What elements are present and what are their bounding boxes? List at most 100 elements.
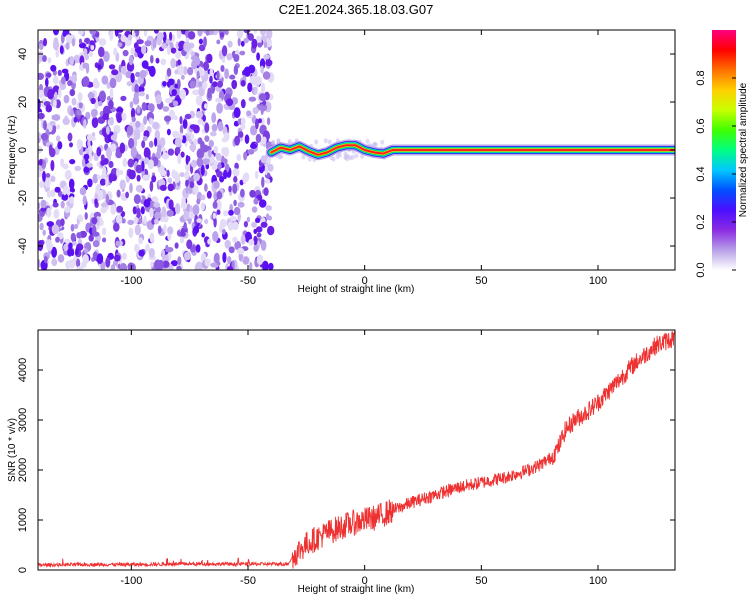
spectrogram-noise-blob — [92, 173, 99, 184]
spectrogram-noise-blob — [260, 221, 268, 228]
spectrogram-noise-blob — [102, 166, 107, 177]
spectrogram-noise-blob — [240, 117, 246, 126]
spectrogram-noise — [38, 30, 392, 270]
spectrogram-noise-blob — [243, 151, 248, 161]
spectrogram-noise-blob — [193, 225, 200, 234]
spectrogram-noise-blob — [99, 178, 106, 186]
spectrogram-noise-blob — [168, 199, 174, 210]
spectrogram-noise-blob — [209, 131, 217, 137]
spectrogram-noise-blob — [207, 87, 212, 99]
spectrogram-noise-blob — [83, 119, 87, 129]
spectrogram-noise-blob — [45, 239, 52, 246]
spectrogram-noise-blob — [68, 178, 75, 190]
spectrogram-noise-blob — [87, 139, 91, 148]
spectrogram-noise-blob — [101, 75, 109, 85]
spectrogram-noise-blob — [216, 39, 221, 45]
spectrogram-noise-blob — [184, 113, 192, 120]
spectrogram-noise-blob — [186, 239, 193, 250]
spectrogram-noise-blob — [105, 193, 110, 204]
spectrogram-noise-blob — [219, 175, 225, 183]
spectrogram-noise-blob — [77, 92, 83, 102]
spectrogram-noise-blob — [156, 32, 164, 40]
spectrogram-noise-blob — [253, 30, 258, 34]
spectrogram-noise-blob — [147, 159, 154, 170]
spectrogram-noise-blob — [155, 57, 160, 64]
spectrogram-noise-blob — [160, 58, 167, 66]
spectrogram-noise-blob — [229, 203, 234, 212]
spectrogram-noise-blob — [211, 164, 218, 171]
spectrogram-noise-blob — [223, 146, 230, 158]
spectrogram-noise-blob — [196, 218, 202, 224]
spectrogram-noise-blob — [116, 167, 120, 178]
spectrogram-noise-blob — [159, 184, 167, 191]
spectrogram-noise-blob — [91, 225, 97, 237]
spectrogram-noise-blob — [173, 115, 178, 121]
spectrogram-noise-blob — [181, 197, 186, 204]
spectrogram-noise-blob — [134, 83, 140, 94]
spectrogram-noise-blob — [255, 217, 261, 223]
spectrogram-noise-blob — [69, 108, 74, 117]
spectrogram-y-tick-label: 40 — [17, 48, 29, 60]
spectrogram-noise-blob — [115, 150, 123, 159]
spectrogram-speckle — [343, 155, 348, 161]
spectrogram-noise-blob — [197, 118, 204, 125]
snr-x-label: Height of straight line (km) — [298, 584, 415, 595]
spectrogram-noise-blob — [40, 206, 47, 212]
spectrogram-noise-blob — [114, 254, 121, 262]
spectrogram-noise-blob — [170, 47, 177, 54]
spectrogram-noise-blob — [79, 187, 87, 196]
spectrogram-noise-blob — [211, 112, 217, 124]
spectrogram-noise-blob — [174, 83, 178, 89]
spectrogram-noise-blob — [248, 96, 257, 102]
spectrogram-noise-blob — [179, 124, 184, 135]
spectrogram-noise-blob — [213, 252, 220, 264]
spectrogram-noise-blob — [81, 158, 86, 168]
colorbar-tick-label: 0.0 — [695, 262, 707, 277]
spectrogram-noise-blob — [69, 89, 76, 97]
spectrogram-noise-blob — [138, 249, 145, 257]
spectrogram-noise-blob — [204, 103, 208, 110]
spectrogram-noise-blob — [242, 256, 250, 265]
spectrogram-noise-blob — [206, 53, 213, 63]
spectrogram-noise-blob — [209, 75, 213, 84]
spectrogram-noise-blob — [166, 247, 174, 253]
spectrogram-noise-blob — [187, 155, 191, 162]
spectrogram-noise-blob — [221, 155, 225, 165]
spectrogram-noise-blob — [63, 94, 70, 104]
spectrogram-noise-blob — [193, 185, 199, 195]
spectrogram-noise-blob — [133, 216, 139, 224]
spectrogram-noise-blob — [174, 172, 181, 183]
spectrogram-panel: -100 -50 0 50 100 -40 -20 0 20 40 Height of stra… — [7, 29, 676, 295]
spectrogram-noise-blob — [91, 217, 98, 225]
spectrogram-noise-blob — [55, 236, 60, 243]
spectrogram-noise-blob — [115, 214, 123, 224]
spectrogram-noise-blob — [76, 258, 81, 268]
spectrogram-noise-blob — [96, 215, 100, 227]
spectrogram-noise-blob — [166, 128, 171, 136]
spectrogram-noise-blob — [149, 180, 154, 192]
spectrogram-noise-blob — [206, 190, 212, 199]
spectrogram-noise-blob — [159, 137, 166, 147]
spectrogram-noise-blob — [90, 44, 95, 51]
spectrogram-noise-blob — [76, 232, 82, 239]
spectrogram-noise-blob — [196, 70, 200, 80]
spectrogram-noise-blob — [232, 168, 240, 177]
spectrogram-noise-blob — [211, 123, 218, 132]
spectrogram-noise-blob — [177, 59, 181, 66]
spectrogram-noise-blob — [194, 214, 199, 226]
spectrogram-noise-blob — [208, 149, 212, 158]
spectrogram-noise-blob — [56, 124, 60, 130]
spectrogram-noise-blob — [38, 258, 41, 269]
spectrogram-noise-blob — [189, 124, 197, 130]
snr-frame — [37, 329, 676, 571]
spectrogram-speckle — [314, 139, 319, 145]
spectrogram-noise-blob — [222, 252, 227, 263]
spectrogram-noise-blob — [184, 251, 192, 261]
spectrogram-noise-blob — [145, 244, 150, 252]
spectrogram-speckle — [380, 139, 385, 145]
spectrogram-noise-blob — [87, 144, 93, 155]
spectrogram-noise-blob — [262, 260, 269, 270]
spectrogram-band — [265, 139, 675, 161]
spectrogram-noise-blob — [98, 46, 105, 58]
spectrogram-noise-blob — [122, 49, 129, 57]
